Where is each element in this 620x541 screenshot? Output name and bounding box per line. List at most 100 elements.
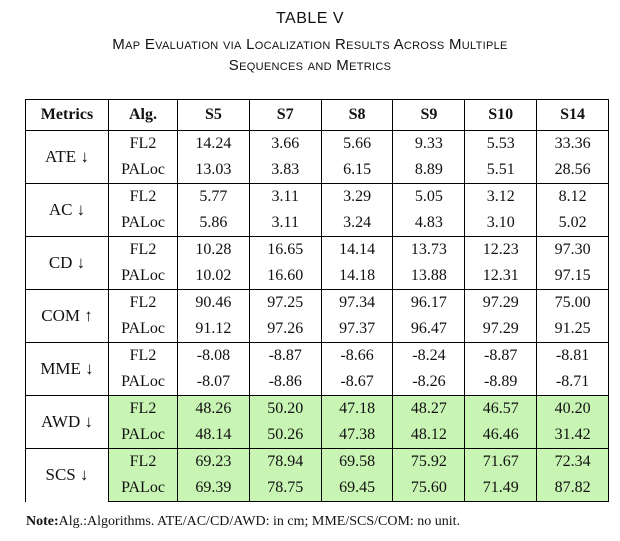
metric-cell: ATE ↓ <box>25 130 109 184</box>
value-cell: 75.92 <box>392 448 466 475</box>
value-cell: 3.66 <box>248 130 322 157</box>
value-cell: 46.57 <box>464 395 538 422</box>
header-cell: S10 <box>464 99 538 131</box>
table-row: PALoc -8.07 -8.86 -8.67 -8.26 -8.89 -8.71 <box>26 369 609 396</box>
value-cell: 69.45 <box>320 475 394 502</box>
value-cell: 5.86 <box>177 210 250 237</box>
value-cell: 87.82 <box>536 475 609 502</box>
table-row: PALoc 69.39 78.75 69.45 75.60 71.49 87.82 <box>26 475 609 502</box>
header-cell: S7 <box>248 99 322 131</box>
value-cell: 5.05 <box>392 183 466 210</box>
value-cell: 75.60 <box>392 475 466 502</box>
value-cell: 96.17 <box>392 289 466 316</box>
value-cell: 13.73 <box>392 236 466 263</box>
value-cell: 50.26 <box>248 422 322 449</box>
value-cell: 71.67 <box>464 448 538 475</box>
value-cell: 16.65 <box>248 236 322 263</box>
value-cell: -8.71 <box>536 369 609 396</box>
value-cell: 8.89 <box>392 157 466 184</box>
value-cell: -8.87 <box>248 342 322 369</box>
value-cell: 72.34 <box>536 448 609 475</box>
table-row: ATE ↓ FL2 14.24 3.66 5.66 9.33 5.53 33.36 <box>25 130 609 184</box>
alg-cell: PALoc <box>108 263 178 290</box>
value-cell: 9.33 <box>392 130 466 157</box>
table-row: AWD ↓ FL2 48.26 50.20 47.18 48.27 46.57 40.20 <box>25 395 609 449</box>
alg-cell: PALoc <box>108 369 178 396</box>
table-note: Note:Alg.:Algorithms. ATE/AC/CD/AWD: in … <box>26 514 460 530</box>
value-cell: 13.03 <box>177 157 250 184</box>
note-label: Note: <box>26 514 59 529</box>
table-row: PALoc 91.12 97.26 97.37 96.47 97.29 91.25 <box>26 316 609 343</box>
alg-cell: PALoc <box>108 422 178 449</box>
value-cell: 78.75 <box>248 475 322 502</box>
value-cell: 5.53 <box>464 130 538 157</box>
value-cell: 75.00 <box>536 289 609 316</box>
value-cell: 3.11 <box>248 183 322 210</box>
value-cell: 5.77 <box>177 183 250 210</box>
metric-cell: COM ↑ <box>25 289 109 343</box>
value-cell: 5.51 <box>464 157 538 184</box>
value-cell: 10.02 <box>177 263 250 290</box>
alg-cell: FL2 <box>108 236 178 263</box>
header-cell: S8 <box>320 99 394 131</box>
value-cell: 48.12 <box>392 422 466 449</box>
table-row: MME ↓ FL2 -8.08 -8.87 -8.66 -8.24 -8.87 -8.81 <box>25 342 609 396</box>
value-cell: 69.39 <box>177 475 250 502</box>
value-cell: 96.47 <box>392 316 466 343</box>
value-cell: 47.38 <box>320 422 394 449</box>
metric-cell: MME ↓ <box>25 342 109 396</box>
header-cell: S5 <box>177 99 250 131</box>
alg-cell: FL2 <box>108 289 178 316</box>
value-cell: 14.14 <box>320 236 394 263</box>
value-cell: 71.49 <box>464 475 538 502</box>
value-cell: 40.20 <box>536 395 609 422</box>
value-cell: -8.66 <box>320 342 394 369</box>
alg-cell: FL2 <box>108 342 178 369</box>
value-cell: 3.24 <box>320 210 394 237</box>
metric-cell: AC ↓ <box>25 183 109 237</box>
value-cell: 97.15 <box>536 263 609 290</box>
value-cell: 91.12 <box>177 316 250 343</box>
table-row: CD ↓ FL2 10.28 16.65 14.14 13.73 12.23 97.30 <box>25 236 609 290</box>
value-cell: 97.29 <box>464 289 538 316</box>
header-cell: Metrics <box>25 99 109 131</box>
value-cell: -8.81 <box>536 342 609 369</box>
value-cell: 33.36 <box>536 130 609 157</box>
table-label: TABLE V <box>275 10 345 27</box>
value-cell: 6.15 <box>320 157 394 184</box>
value-cell: 48.14 <box>177 422 250 449</box>
value-cell: -8.87 <box>464 342 538 369</box>
results-table: Metrics Alg. S5 S7 S8 S9 S10 S14 ATE ↓ FL… <box>25 99 609 502</box>
header-cell: Alg. <box>108 99 178 131</box>
value-cell: 12.31 <box>464 263 538 290</box>
metric-cell: AWD ↓ <box>25 395 109 449</box>
value-cell: 14.18 <box>320 263 394 290</box>
alg-cell: PALoc <box>108 475 178 502</box>
alg-cell: PALoc <box>108 210 178 237</box>
alg-cell: FL2 <box>108 183 178 210</box>
value-cell: 4.83 <box>392 210 466 237</box>
value-cell: 3.10 <box>464 210 538 237</box>
value-cell: 48.26 <box>177 395 250 422</box>
table-row: PALoc 13.03 3.83 6.15 8.89 5.51 28.56 <box>26 157 609 184</box>
value-cell: -8.86 <box>248 369 322 396</box>
table-row: SCS ↓ FL2 69.23 78.94 69.58 75.92 71.67 72.34 <box>25 448 609 502</box>
value-cell: 69.23 <box>177 448 250 475</box>
table-row: COM ↑ FL2 90.46 97.25 97.34 96.17 97.29 75.00 <box>25 289 609 343</box>
alg-cell: PALoc <box>108 157 178 184</box>
value-cell: 31.42 <box>536 422 609 449</box>
table-row: PALoc 10.02 16.60 14.18 13.88 12.31 97.15 <box>26 263 609 290</box>
value-cell: 50.20 <box>248 395 322 422</box>
value-cell: 91.25 <box>536 316 609 343</box>
value-cell: 97.37 <box>320 316 394 343</box>
value-cell: 97.34 <box>320 289 394 316</box>
alg-cell: FL2 <box>108 395 178 422</box>
value-cell: 5.66 <box>320 130 394 157</box>
value-cell: 14.24 <box>177 130 250 157</box>
value-cell: 3.12 <box>464 183 538 210</box>
note-text: Alg.:Algorithms. ATE/AC/CD/AWD: in cm; M… <box>58 514 461 529</box>
value-cell: 8.12 <box>536 183 609 210</box>
value-cell: 5.02 <box>536 210 609 237</box>
value-cell: -8.89 <box>464 369 538 396</box>
